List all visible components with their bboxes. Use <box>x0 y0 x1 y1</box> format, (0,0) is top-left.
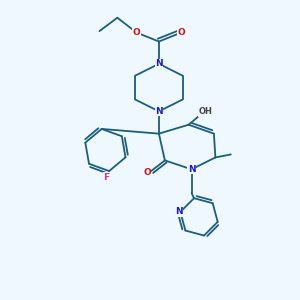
Text: O: O <box>143 168 151 177</box>
Text: O: O <box>133 28 140 37</box>
Text: OH: OH <box>199 107 212 116</box>
Text: O: O <box>177 28 185 37</box>
Text: N: N <box>175 207 183 216</box>
Text: N: N <box>188 165 195 174</box>
Text: N: N <box>155 107 163 116</box>
Text: F: F <box>103 172 109 182</box>
Text: N: N <box>155 59 163 68</box>
